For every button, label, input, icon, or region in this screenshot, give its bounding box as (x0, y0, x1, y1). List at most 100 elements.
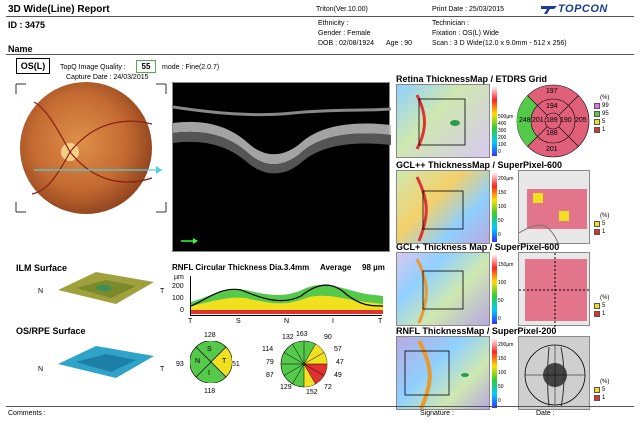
gclpp-map-title: GCL++ ThicknessMap / SuperPixel-600 (396, 160, 563, 170)
rnfl-tsnit-graph (190, 276, 384, 316)
retina-pct-legend: (%) 99 95 5 1 (594, 94, 609, 134)
rnfl-map-title: RNFL ThicknessMap / SuperPixel-200 (396, 326, 557, 336)
scan-info: Scan : 3 D Wide(12.0 x 9.0mm - 512 x 256… (432, 40, 567, 47)
clock-value-7: 129 (280, 384, 292, 391)
gclpp-pct-legend: (%) 5 1 (594, 212, 609, 236)
topcon-logo: TOPCON (540, 3, 608, 15)
clock-value-2: 57 (334, 346, 342, 353)
etdrs-bottom: 201 (546, 146, 558, 153)
patient-id: ID : 3475 (8, 20, 46, 30)
ilm-t-label: T (160, 288, 165, 295)
osrpe-surface-render (56, 342, 156, 382)
rnfl-circular-title: RNFL Circular Thickness Dia.3.4mm (172, 263, 310, 272)
rnfl-color-scale (492, 338, 497, 408)
etdrs-inner-center-right: 189 (546, 117, 558, 124)
quadrant-i-letter: I (208, 370, 210, 377)
etdrs-top: 197 (546, 88, 558, 95)
osrpe-t-label: T (160, 366, 165, 373)
retina-color-scale (492, 86, 497, 156)
brand-name: TOPCON (558, 3, 608, 15)
clock-value-10: 114 (262, 346, 274, 353)
etdrs-inner-top: 194 (546, 103, 558, 110)
clock-value-12: 163 (296, 331, 308, 338)
quadrant-pie (189, 340, 233, 384)
gclpp-scale-labels: 200µm 150 100 50 0 (498, 176, 514, 238)
gclpp-superpixel-map (518, 170, 590, 246)
etdrs-left: 248 (519, 117, 531, 124)
scan-mode: mode : Fine(2.0.7) (162, 64, 220, 71)
clock-value-6: 152 (306, 389, 318, 396)
etdrs-inner-left: 201 (532, 117, 544, 124)
retina-map-title: Retina ThicknessMap / ETDRS Grid (396, 74, 548, 84)
capture-date: Capture Date : 24/03/2015 (66, 74, 149, 81)
gclp-scale-labels: 150µm 100 50 0 (498, 262, 514, 322)
gclpp-thickness-map (396, 170, 490, 244)
retina-thickness-map (396, 84, 490, 158)
rnfl-average-label: Average (320, 263, 352, 272)
software-version: Triton(Ver.10.00) (316, 6, 368, 13)
osrpe-surface-title: OS/RPE Surface (16, 326, 86, 336)
gclp-superpixel-map (518, 252, 591, 327)
gclp-thickness-map (396, 252, 490, 326)
rnfl-xtick-t2: T (378, 318, 383, 325)
topcon-logo-icon (541, 6, 557, 14)
rnfl-xtick-t1: T (188, 318, 193, 325)
rnfl-ytick-100: 100 (172, 295, 184, 302)
quadrant-s-letter: S (207, 346, 212, 353)
ilm-n-label: N (38, 288, 44, 295)
rnfl-average-value: 98 µm (362, 263, 385, 272)
eye-label: OS(L) (16, 58, 50, 74)
age: Age : 90 (386, 40, 413, 47)
rnfl-xtick-n: N (284, 318, 290, 325)
clock-value-9: 79 (266, 359, 274, 366)
ethnicity: Ethnicity : (318, 20, 349, 27)
rnfl-unit: µm (174, 274, 184, 281)
rnfl-xtick-s: S (236, 318, 241, 325)
technician: Technician : (432, 20, 469, 27)
rnfl-scale-labels: 200µm 150 100 50 0 (498, 342, 514, 404)
quality-label: TopQ Image Quality : (60, 64, 126, 71)
rnfl-superpixel-map (518, 336, 590, 410)
clock-value-1: 90 (324, 334, 332, 341)
quadrant-n-value: 93 (176, 361, 184, 368)
retina-scale-labels: 500µm 400 300 200 100 0 (498, 114, 514, 155)
quadrant-s-value: 128 (204, 332, 216, 339)
etdrs-inner-bottom: 188 (546, 130, 558, 137)
clock-value-5: 72 (324, 384, 332, 391)
quadrant-i-value: 118 (204, 388, 216, 395)
clock-value-8: 87 (266, 372, 274, 379)
osrpe-n-label: N (38, 366, 44, 373)
report-title: 3D Wide(Line) Report (8, 4, 110, 15)
rnfl-pct-legend: (%) 5 1 (594, 378, 609, 402)
etdrs-grid (516, 84, 590, 158)
etdrs-right: 205 (575, 117, 587, 124)
quadrant-t-value: 51 (232, 361, 240, 368)
rnfl-ytick-0: 0 (180, 307, 184, 314)
gender: Gender : Female (318, 30, 371, 37)
quality-value: 55 (136, 60, 156, 73)
gclpp-color-scale (492, 172, 497, 242)
rnfl-ytick-200: 200 (172, 283, 184, 290)
ilm-surface-title: ILM Surface (16, 263, 68, 273)
comments-label: Comments : (8, 410, 46, 417)
clock-hour-pie (280, 340, 328, 388)
ilm-surface-render (56, 268, 156, 308)
clock-value-11: 132 (282, 334, 294, 341)
patient-name-label: Name (8, 44, 33, 54)
rnfl-xtick-i: I (332, 318, 334, 325)
fundus-image (14, 82, 168, 214)
gclp-pct-legend: (%) 5 1 (594, 294, 609, 318)
gclp-color-scale (492, 254, 497, 324)
print-date: Print Date : 25/03/2015 (432, 6, 504, 13)
clock-value-3: 47 (336, 359, 344, 366)
rnfl-thickness-map (396, 336, 490, 410)
etdrs-inner-right: 190 (560, 117, 572, 124)
date-label: Date : (536, 410, 555, 417)
clock-value-4: 49 (334, 372, 342, 379)
quadrant-n-letter: N (195, 358, 201, 365)
quadrant-t-letter: T (222, 358, 227, 365)
dob: DOB : 02/08/1924 (318, 40, 375, 47)
signature-label: Signature : (420, 410, 454, 417)
fixation: Fixation : OS(L) Wide (432, 30, 499, 37)
oct-bscan (172, 82, 392, 252)
